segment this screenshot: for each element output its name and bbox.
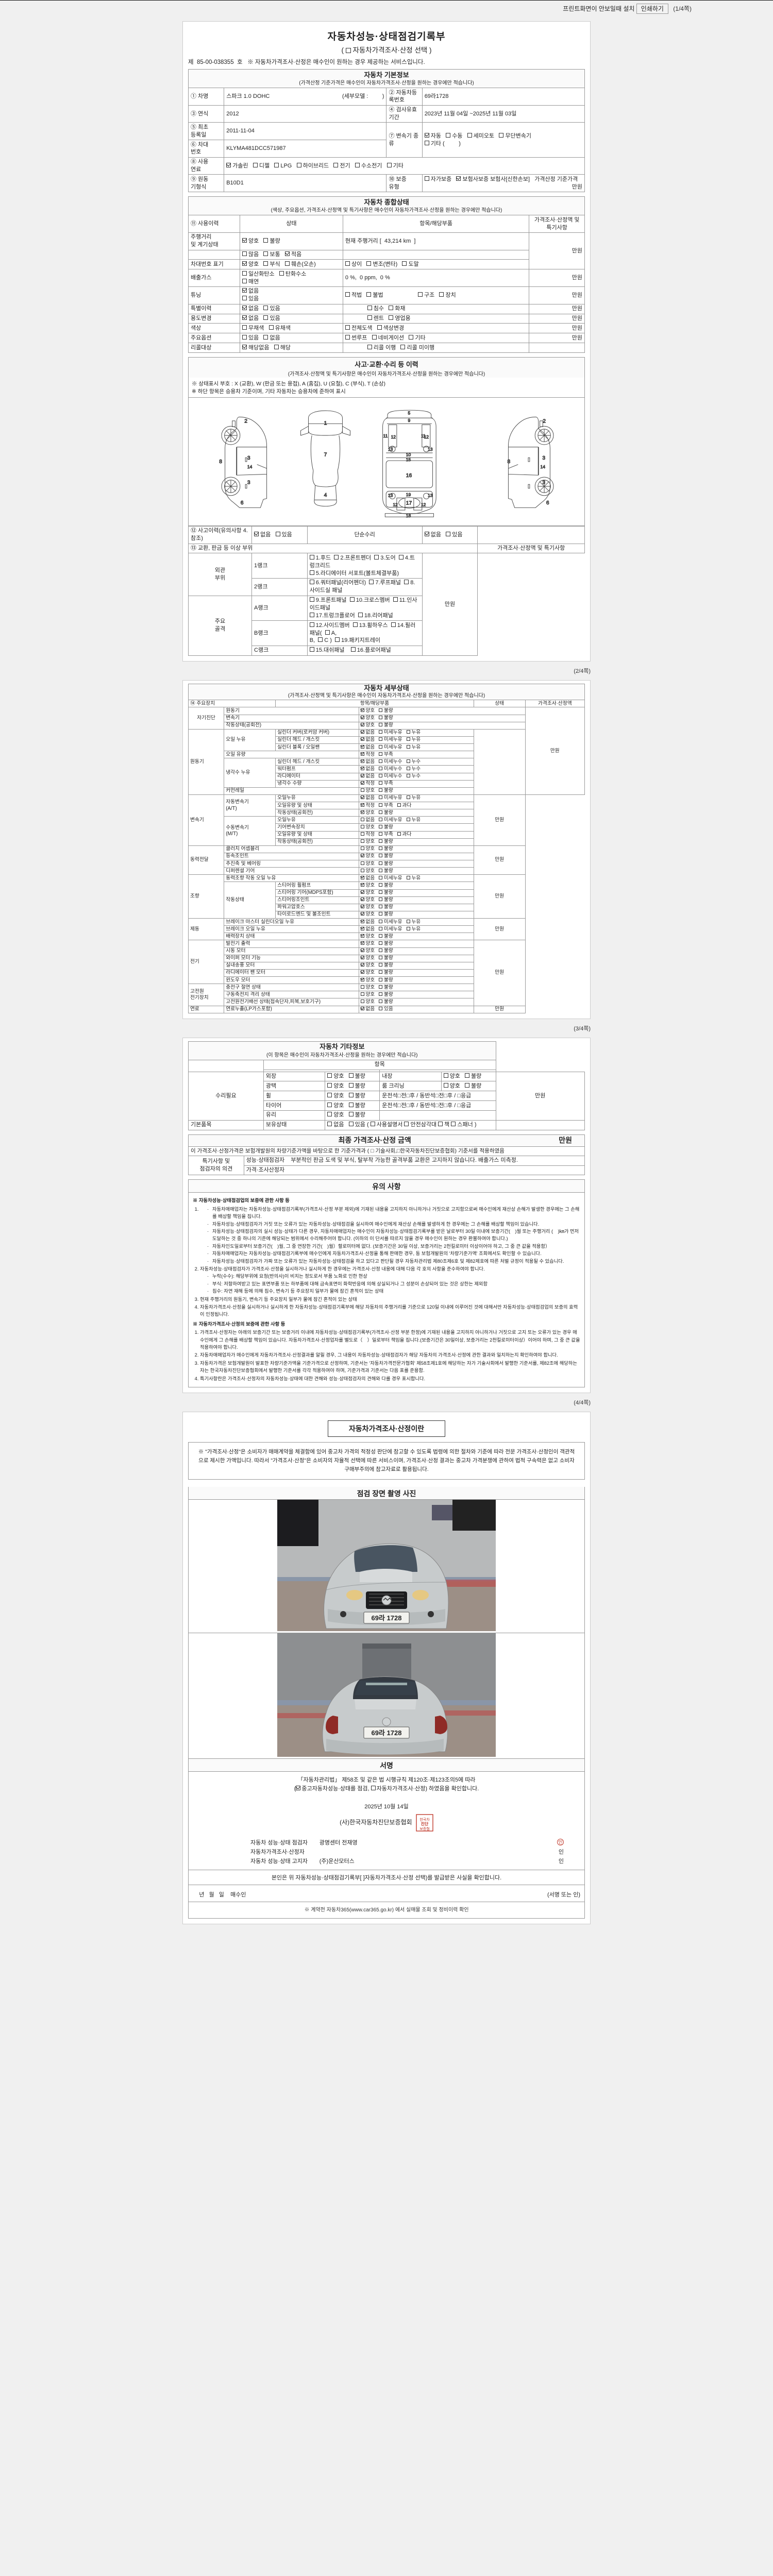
svg-text:6: 6 [546, 500, 549, 506]
svg-text:2: 2 [543, 419, 546, 425]
svg-text:4: 4 [324, 493, 327, 498]
svg-text:3: 3 [247, 480, 250, 485]
svg-text:12: 12 [421, 502, 426, 507]
svg-text:12: 12 [393, 502, 398, 507]
svg-text:1: 1 [324, 420, 327, 426]
svg-text:19: 19 [406, 492, 411, 497]
svg-text:69라 1728: 69라 1728 [372, 1729, 402, 1737]
svg-text:9: 9 [408, 418, 411, 423]
svg-text:15: 15 [406, 457, 411, 462]
svg-text:6: 6 [241, 500, 244, 506]
svg-text:3: 3 [542, 480, 545, 485]
svg-text:진단: 진단 [421, 1821, 429, 1826]
svg-text:13: 13 [388, 447, 393, 452]
svg-text:2: 2 [244, 419, 247, 425]
svg-text:7: 7 [324, 452, 327, 457]
svg-text:12: 12 [424, 434, 429, 439]
svg-text:3: 3 [542, 455, 545, 461]
svg-text:보증협: 보증협 [419, 1826, 429, 1831]
svg-text:11: 11 [383, 433, 388, 438]
svg-text:한국차: 한국차 [419, 1817, 430, 1822]
svg-text:8: 8 [219, 459, 222, 465]
svg-text:14: 14 [247, 464, 253, 469]
svg-text:69라 1728: 69라 1728 [372, 1614, 402, 1622]
svg-text:13: 13 [428, 447, 433, 452]
svg-text:12: 12 [391, 434, 396, 439]
svg-text:8: 8 [508, 459, 511, 465]
svg-text:13: 13 [428, 493, 433, 498]
svg-text:3: 3 [247, 455, 250, 461]
svg-text:5: 5 [408, 411, 411, 416]
svg-text:17: 17 [406, 501, 412, 506]
svg-text:13: 13 [388, 493, 393, 498]
svg-text:14: 14 [541, 464, 546, 469]
svg-text:18: 18 [406, 513, 411, 518]
svg-text:16: 16 [406, 473, 412, 479]
